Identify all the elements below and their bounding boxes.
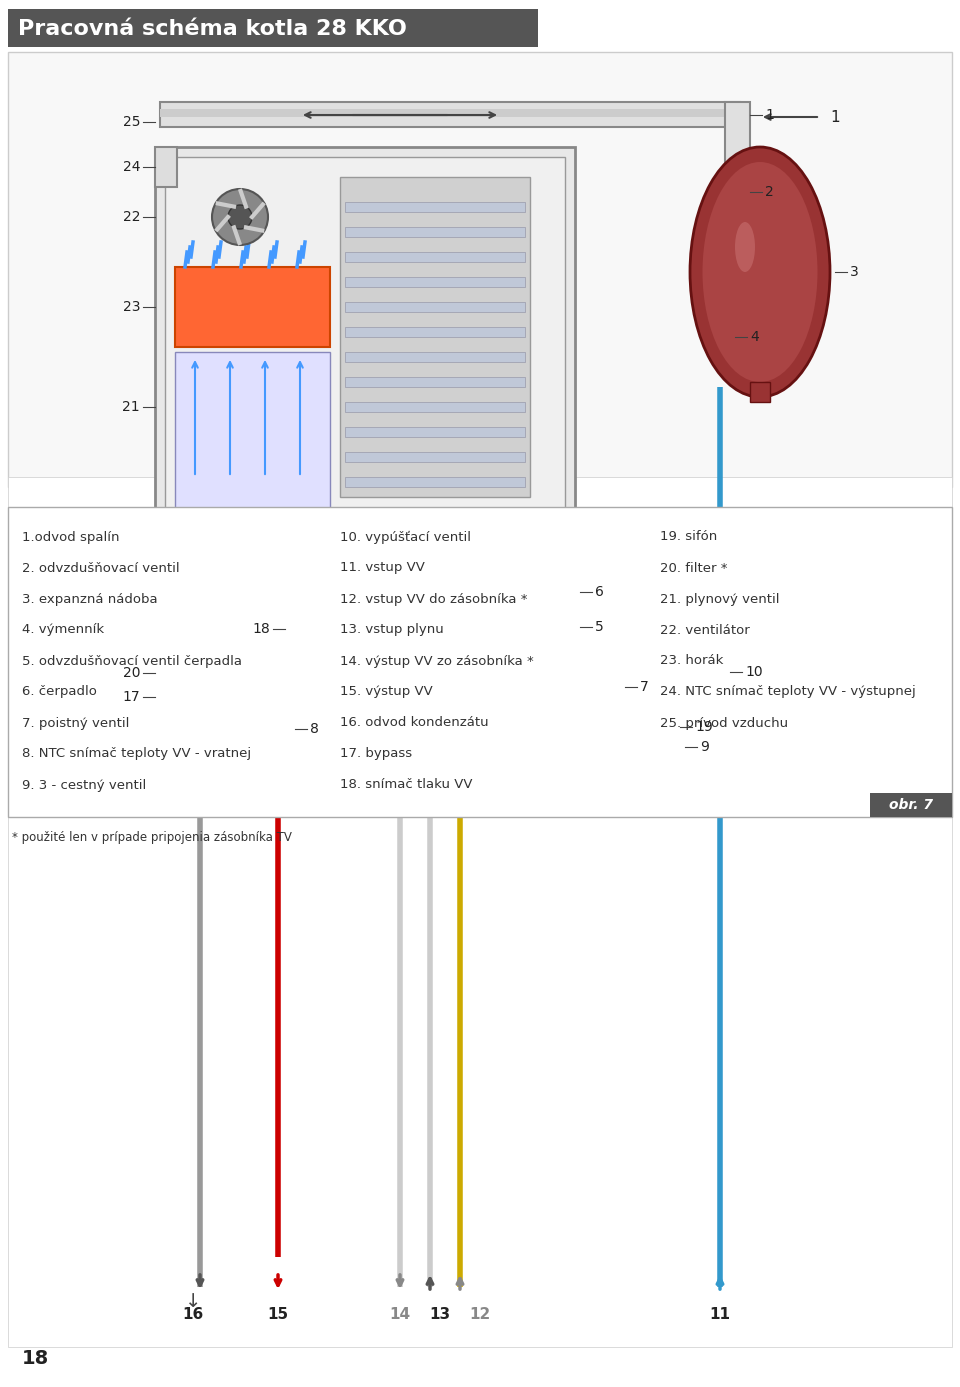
Bar xyxy=(725,103,750,191)
Text: 15. výstup VV: 15. výstup VV xyxy=(340,685,433,699)
Polygon shape xyxy=(650,732,670,761)
Circle shape xyxy=(285,642,315,671)
Text: 21. plynový ventil: 21. plynový ventil xyxy=(660,592,780,606)
Bar xyxy=(155,657,185,687)
Bar xyxy=(345,252,525,262)
Bar xyxy=(345,427,525,437)
Text: 14: 14 xyxy=(390,1307,411,1322)
Text: 15: 15 xyxy=(268,1307,289,1322)
Bar xyxy=(155,147,575,527)
Text: 4: 4 xyxy=(750,330,758,344)
Bar xyxy=(345,203,525,212)
Bar xyxy=(8,477,952,1347)
Bar xyxy=(345,402,525,412)
Text: 8. NTC snímač teploty VV - vratnej: 8. NTC snímač teploty VV - vratnej xyxy=(22,748,252,760)
Bar xyxy=(8,8,538,47)
Bar xyxy=(155,147,177,187)
Text: 18. snímač tlaku VV: 18. snímač tlaku VV xyxy=(340,778,472,792)
Bar xyxy=(260,712,278,748)
Bar xyxy=(345,227,525,237)
Bar xyxy=(8,508,952,817)
Bar xyxy=(345,302,525,312)
Bar xyxy=(690,657,725,677)
Bar xyxy=(160,103,740,128)
Text: 5. odvzdušňovací ventil čerpadla: 5. odvzdušňovací ventil čerpadla xyxy=(22,655,242,667)
Text: 3: 3 xyxy=(850,265,859,279)
Ellipse shape xyxy=(690,147,830,397)
Text: 6. čerpadlo: 6. čerpadlo xyxy=(22,685,97,699)
Text: 25: 25 xyxy=(123,115,140,129)
Text: Pracovná schéma kotla 28 KKO: Pracovná schéma kotla 28 KKO xyxy=(18,19,407,39)
Bar xyxy=(175,268,330,347)
Text: 19: 19 xyxy=(695,720,712,734)
Text: 23. horák: 23. horák xyxy=(660,655,724,667)
Text: 12. vstup VV do zásobníka *: 12. vstup VV do zásobníka * xyxy=(340,592,527,606)
Text: 2. odvzdušňovací ventil: 2. odvzdušňovací ventil xyxy=(22,562,180,574)
Ellipse shape xyxy=(703,162,818,381)
Text: 1: 1 xyxy=(830,110,840,125)
Text: obr. 7: obr. 7 xyxy=(889,798,933,811)
Bar xyxy=(165,157,565,517)
Bar xyxy=(750,381,770,402)
Bar xyxy=(345,352,525,362)
Circle shape xyxy=(228,205,252,229)
Circle shape xyxy=(305,567,355,617)
Text: 1.odvod spalín: 1.odvod spalín xyxy=(22,530,119,544)
Text: 18: 18 xyxy=(252,621,270,637)
Circle shape xyxy=(320,583,340,602)
Circle shape xyxy=(212,189,268,245)
Text: * použité len v prípade pripojenia zásobníka TV: * použité len v prípade pripojenia zásob… xyxy=(12,831,292,845)
Text: 22: 22 xyxy=(123,209,140,223)
Text: ↓: ↓ xyxy=(185,1293,202,1311)
Text: 13. vstup plynu: 13. vstup plynu xyxy=(340,624,444,637)
Text: 9. 3 - cestný ventil: 9. 3 - cestný ventil xyxy=(22,778,146,792)
Text: 24: 24 xyxy=(123,160,140,173)
Text: 23: 23 xyxy=(123,300,140,313)
Text: 19. sifón: 19. sifón xyxy=(660,530,717,544)
Bar xyxy=(345,277,525,287)
Text: 16. odvod kondenzátu: 16. odvod kondenzátu xyxy=(340,717,489,730)
Text: 20. filter *: 20. filter * xyxy=(660,562,728,574)
Text: 22. ventilátor: 22. ventilátor xyxy=(660,624,750,637)
Text: 13: 13 xyxy=(429,1307,450,1322)
Text: 10. vypúšťací ventil: 10. vypúšťací ventil xyxy=(340,530,471,544)
Text: 18: 18 xyxy=(22,1350,49,1369)
Text: 16: 16 xyxy=(182,1307,204,1322)
Bar xyxy=(345,452,525,462)
Bar xyxy=(345,377,525,387)
Text: 14. výstup VV zo zásobníka *: 14. výstup VV zo zásobníka * xyxy=(340,655,534,667)
Text: 20: 20 xyxy=(123,666,140,680)
Text: 8: 8 xyxy=(310,723,319,736)
Text: 17: 17 xyxy=(122,689,140,705)
Text: 7. poistný ventil: 7. poistný ventil xyxy=(22,717,130,730)
Text: 10: 10 xyxy=(745,664,762,680)
Text: 2: 2 xyxy=(765,184,774,198)
Text: 6: 6 xyxy=(595,585,604,599)
Text: 7: 7 xyxy=(640,680,649,694)
Text: 4. výmenník: 4. výmenník xyxy=(22,624,104,637)
Text: 5: 5 xyxy=(595,620,604,634)
Polygon shape xyxy=(610,671,625,702)
Text: 11: 11 xyxy=(709,1307,731,1322)
Bar xyxy=(340,178,530,497)
Text: 12: 12 xyxy=(469,1307,491,1322)
Text: 21: 21 xyxy=(122,399,140,413)
Ellipse shape xyxy=(735,222,755,272)
Text: 17. bypass: 17. bypass xyxy=(340,748,412,760)
Text: 25. prívod vzduchu: 25. prívod vzduchu xyxy=(660,717,788,730)
Bar xyxy=(870,793,952,817)
Text: 3. expanzná nádoba: 3. expanzná nádoba xyxy=(22,592,157,606)
Text: 1: 1 xyxy=(765,108,774,122)
Bar xyxy=(345,327,525,337)
Bar xyxy=(345,477,525,487)
Bar xyxy=(175,352,330,517)
Text: 11. vstup VV: 11. vstup VV xyxy=(340,562,425,574)
Bar xyxy=(160,110,740,117)
Text: 9: 9 xyxy=(700,741,708,755)
Bar xyxy=(8,51,952,487)
Text: 24. NTC snímač teploty VV - výstupnej: 24. NTC snímač teploty VV - výstupnej xyxy=(660,685,916,699)
